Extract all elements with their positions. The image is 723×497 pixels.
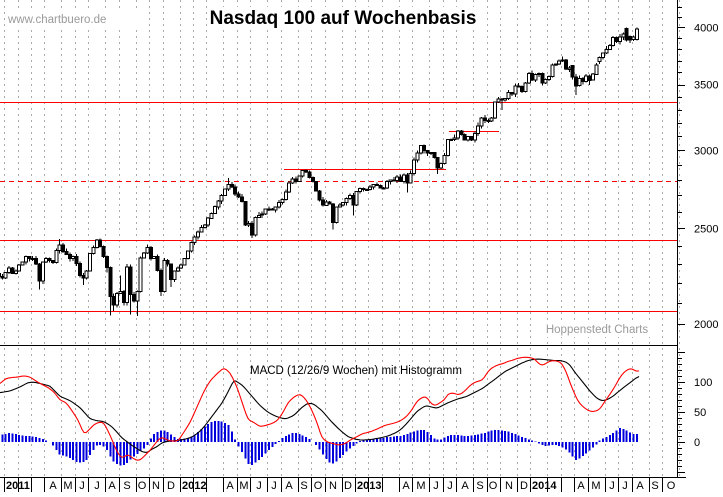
svg-text:www.chartbuero.de: www.chartbuero.de [7, 14, 106, 26]
svg-text:4000: 4000 [694, 22, 718, 34]
svg-text:A: A [226, 480, 234, 492]
svg-text:J: J [447, 480, 453, 492]
svg-text:O: O [489, 480, 498, 492]
svg-text:N: N [329, 480, 337, 492]
svg-text:O: O [314, 480, 323, 492]
svg-text:D: D [167, 480, 175, 492]
svg-text:A: A [285, 480, 293, 492]
svg-text:D: D [520, 480, 528, 492]
svg-text:M: M [63, 480, 72, 492]
svg-text:S: S [300, 480, 307, 492]
svg-text:2000: 2000 [694, 319, 718, 331]
svg-text:O: O [667, 480, 676, 492]
svg-text:50: 50 [694, 407, 706, 419]
svg-text:2012: 2012 [182, 480, 206, 492]
svg-text:M: M [416, 480, 425, 492]
svg-text:J: J [271, 480, 277, 492]
svg-text:J: J [94, 480, 100, 492]
svg-text:MACD (12/26/9 Wochen) mit Hist: MACD (12/26/9 Wochen) mit Histogramm [250, 365, 462, 377]
svg-text:S: S [651, 480, 658, 492]
svg-text:J: J [609, 480, 615, 492]
svg-text:A: A [636, 480, 644, 492]
svg-text:2500: 2500 [694, 223, 718, 235]
svg-text:100: 100 [694, 377, 712, 389]
svg-text:3500: 3500 [694, 80, 718, 92]
svg-text:2011: 2011 [6, 480, 30, 492]
svg-text:N: N [152, 480, 160, 492]
svg-text:J: J [433, 480, 439, 492]
svg-text:S: S [123, 480, 130, 492]
svg-text:A: A [461, 480, 469, 492]
svg-text:Hoppenstedt Charts: Hoppenstedt Charts [546, 324, 649, 336]
svg-text:A: A [577, 480, 585, 492]
svg-text:A: A [49, 480, 57, 492]
svg-text:J: J [622, 480, 628, 492]
svg-text:M: M [239, 480, 248, 492]
svg-text:J: J [79, 480, 85, 492]
svg-text:M: M [591, 480, 600, 492]
svg-text:A: A [402, 480, 410, 492]
svg-text:D: D [344, 480, 352, 492]
svg-text:2013: 2013 [357, 480, 381, 492]
svg-text:2014: 2014 [532, 480, 557, 492]
svg-text:A: A [108, 480, 116, 492]
svg-text:S: S [476, 480, 483, 492]
svg-text:J: J [256, 480, 262, 492]
svg-text:N: N [505, 480, 513, 492]
svg-text:O: O [138, 480, 147, 492]
svg-text:Nasdaq 100 auf Wochenbasis: Nasdaq 100 auf Wochenbasis [210, 8, 477, 29]
svg-text:0: 0 [694, 437, 700, 449]
svg-text:3000: 3000 [694, 145, 718, 157]
